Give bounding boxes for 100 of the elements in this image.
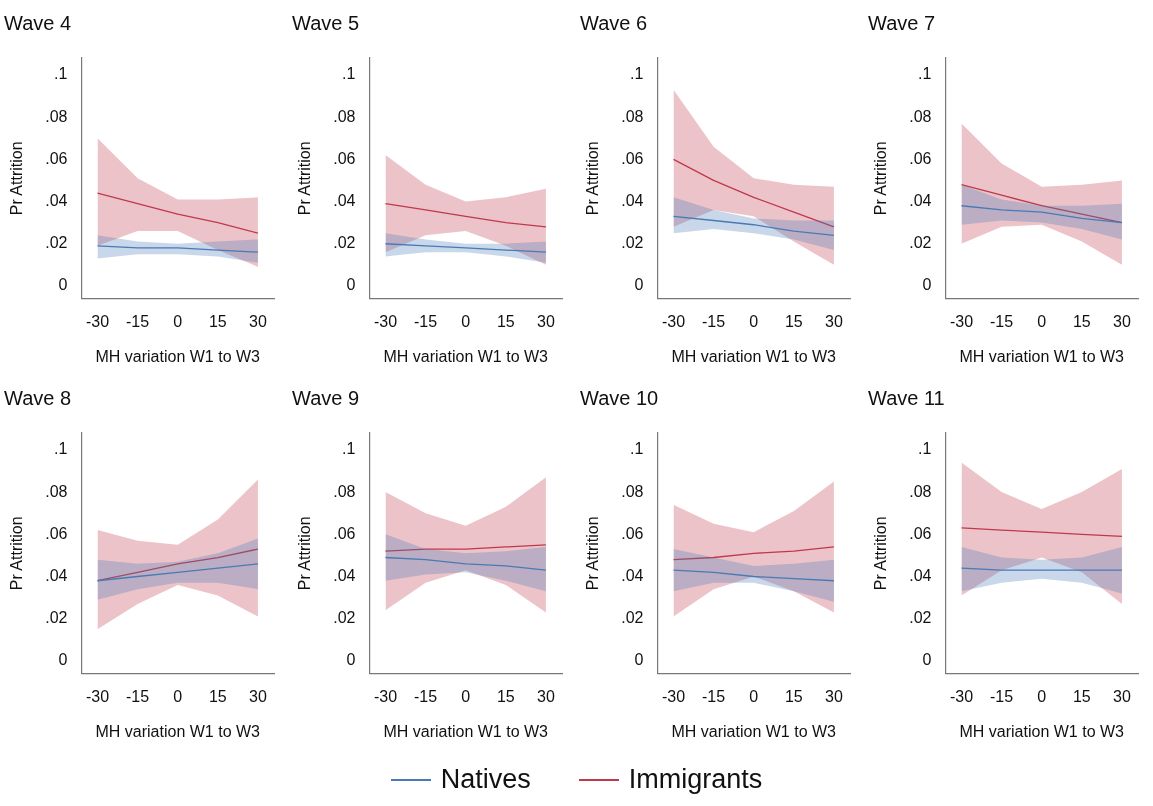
- x-tick-label: -30: [373, 687, 398, 705]
- x-tick-label: 30: [825, 312, 843, 330]
- legend-label: Natives: [440, 764, 531, 795]
- y-tick-label: 0: [58, 276, 68, 294]
- y-tick-label: .06: [621, 524, 644, 542]
- y-tick-label: 0: [634, 276, 644, 294]
- x-tick-label: -15: [414, 687, 438, 705]
- x-tick-label: -30: [373, 312, 398, 330]
- y-tick-label: .06: [333, 149, 356, 167]
- y-tick-label: .02: [909, 609, 932, 627]
- x-tick-label: -15: [702, 312, 726, 330]
- y-tick-label: .04: [909, 566, 932, 584]
- y-tick-label: .08: [45, 107, 68, 125]
- x-tick-label: 0: [461, 312, 471, 330]
- y-axis-title: Pr Attrition: [8, 516, 26, 591]
- x-tick-label: 0: [749, 687, 759, 705]
- x-tick-label: -30: [661, 312, 686, 330]
- x-tick-label: 0: [173, 312, 183, 330]
- x-tick-label: 0: [461, 687, 471, 705]
- y-tick-label: .1: [918, 65, 932, 83]
- x-tick-label: -15: [990, 687, 1014, 705]
- x-axis-title: MH variation W1 to W3: [95, 722, 261, 740]
- x-tick-label: 30: [537, 312, 555, 330]
- x-tick-label: 30: [825, 687, 843, 705]
- y-tick-label: .06: [45, 149, 68, 167]
- y-tick-label: .08: [909, 107, 932, 125]
- chart-title: Wave 11: [868, 386, 945, 409]
- y-tick-label: .1: [54, 440, 68, 458]
- x-tick-label: 30: [537, 687, 555, 705]
- x-axis-title: MH variation W1 to W3: [383, 722, 549, 740]
- chart-title: Wave 4: [4, 11, 72, 34]
- y-tick-label: .04: [45, 191, 68, 209]
- y-tick-label: .04: [909, 191, 932, 209]
- y-axis-title: Pr Attrition: [872, 141, 890, 216]
- y-tick-label: .08: [621, 482, 644, 500]
- y-tick-label: .02: [621, 609, 644, 627]
- x-tick-label: 15: [208, 687, 227, 705]
- y-tick-label: .1: [342, 440, 356, 458]
- x-tick-label: 15: [1072, 687, 1091, 705]
- y-tick-label: 0: [346, 651, 356, 669]
- x-tick-label: -30: [949, 687, 974, 705]
- x-tick-label: -15: [702, 687, 726, 705]
- x-tick-label: -15: [126, 312, 150, 330]
- x-tick-label: 15: [496, 312, 515, 330]
- chart-title: Wave 8: [4, 386, 72, 409]
- chart-title: Wave 9: [292, 386, 360, 409]
- y-tick-label: 0: [346, 276, 356, 294]
- y-tick-label: .08: [909, 482, 932, 500]
- y-axis-title: Pr Attrition: [296, 516, 314, 591]
- y-tick-label: .02: [333, 609, 356, 627]
- y-tick-label: .06: [45, 524, 68, 542]
- x-tick-label: 0: [1037, 687, 1047, 705]
- x-tick-label: 0: [1037, 312, 1047, 330]
- y-tick-label: .04: [333, 566, 356, 584]
- x-tick-label: 15: [496, 687, 515, 705]
- chart-title: Wave 6: [580, 11, 648, 34]
- y-tick-label: .02: [909, 234, 932, 252]
- y-tick-label: .02: [45, 609, 68, 627]
- x-axis-title: MH variation W1 to W3: [671, 347, 837, 365]
- y-axis-title: Pr Attrition: [584, 141, 602, 216]
- y-tick-label: .1: [630, 440, 644, 458]
- x-tick-label: -30: [85, 687, 110, 705]
- y-tick-label: 0: [634, 651, 644, 669]
- y-tick-label: .06: [909, 149, 932, 167]
- chart-title: Wave 7: [868, 11, 936, 34]
- x-tick-label: -15: [414, 312, 438, 330]
- y-axis-title: Pr Attrition: [8, 141, 26, 216]
- y-tick-label: .06: [909, 524, 932, 542]
- y-tick-label: .08: [621, 107, 644, 125]
- x-tick-label: 30: [1113, 687, 1131, 705]
- y-tick-label: .04: [621, 566, 644, 584]
- y-tick-label: .02: [45, 234, 68, 252]
- chart-title: Wave 5: [292, 11, 360, 34]
- chart-title: Wave 10: [580, 386, 659, 409]
- x-axis-title: MH variation W1 to W3: [959, 722, 1125, 740]
- y-tick-label: 0: [922, 651, 932, 669]
- y-tick-label: .1: [342, 65, 356, 83]
- x-axis-title: MH variation W1 to W3: [95, 347, 261, 365]
- y-tick-label: 0: [922, 276, 932, 294]
- y-axis-title: Pr Attrition: [584, 516, 602, 591]
- y-tick-label: .02: [621, 234, 644, 252]
- x-tick-label: 30: [1113, 312, 1131, 330]
- x-tick-label: -15: [126, 687, 150, 705]
- x-tick-label: 15: [784, 687, 803, 705]
- x-axis-title: MH variation W1 to W3: [959, 347, 1125, 365]
- y-tick-label: .1: [630, 65, 644, 83]
- x-tick-label: 30: [249, 312, 267, 330]
- x-axis-title: MH variation W1 to W3: [671, 722, 837, 740]
- y-tick-label: .08: [333, 107, 356, 125]
- x-tick-label: 0: [173, 687, 183, 705]
- x-axis-title: MH variation W1 to W3: [383, 347, 549, 365]
- x-tick-label: -30: [949, 312, 974, 330]
- legend-label: Immigrants: [628, 764, 763, 795]
- y-tick-label: .04: [621, 191, 644, 209]
- y-tick-label: .08: [333, 482, 356, 500]
- x-tick-label: -30: [661, 687, 686, 705]
- y-tick-label: .1: [918, 440, 932, 458]
- y-tick-label: .08: [45, 482, 68, 500]
- y-tick-label: .02: [333, 234, 356, 252]
- y-tick-label: .04: [45, 566, 68, 584]
